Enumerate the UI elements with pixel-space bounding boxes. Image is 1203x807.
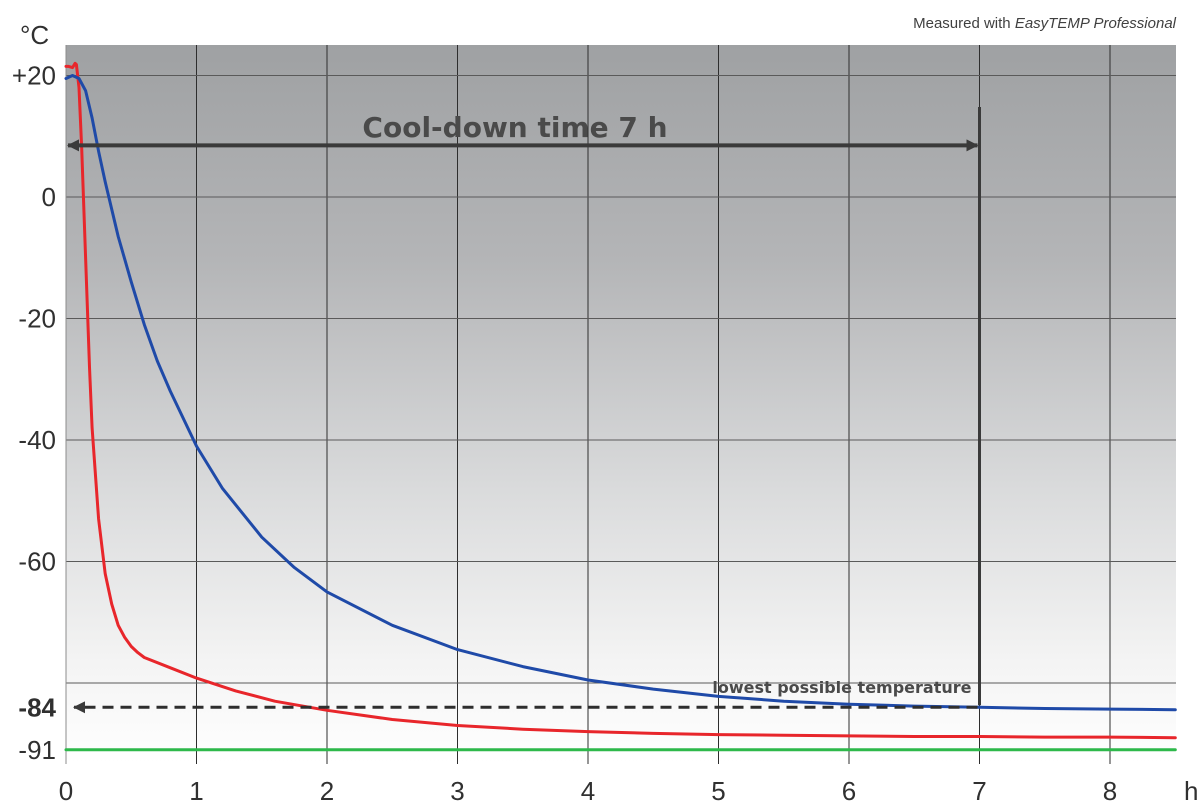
y-unit-label: °C: [20, 20, 49, 50]
x-tick-label-8: 8: [1103, 776, 1117, 806]
cooldown-label: Cool-down time 7 h: [362, 111, 667, 144]
x-tick-label-1: 1: [189, 776, 203, 806]
credit-text: Measured with EasyTEMP Professional: [913, 15, 1177, 32]
y-tick-label-0: 0: [42, 182, 56, 212]
series-line-1: [64, 61, 1177, 740]
x-tick-labels: 0 1 2 3 4 5 6 7 8: [59, 776, 1117, 806]
y-tick-label--84: -84: [18, 692, 56, 722]
x-tick-label-2: 2: [320, 776, 334, 806]
y-tick-label--40: -40: [18, 425, 56, 455]
y-tick-label--20: -20: [18, 304, 56, 334]
y-tick-labels: +20 0 -20 -40 -60 -84 -91: [12, 61, 57, 765]
annotations: Cool-down time 7 h lowest possible temper…: [67, 107, 981, 714]
credit-product: EasyTEMP Professional: [1015, 15, 1177, 32]
credit-prefix: Measured with: [913, 15, 1015, 32]
x-tick-label-5: 5: [711, 776, 725, 806]
y-tick-label--91: -91: [18, 735, 56, 765]
x-tick-label-3: 3: [450, 776, 464, 806]
plot-background: [66, 45, 1176, 764]
y-tick-label--60: -60: [18, 547, 56, 577]
x-tick-label-4: 4: [581, 776, 595, 806]
x-tick-label-0: 0: [59, 776, 73, 806]
y-tick-label-+20: +20: [12, 61, 56, 91]
grid-lines: [65, 45, 1176, 764]
x-tick-label-7: 7: [972, 776, 986, 806]
lowest-temp-label: lowest possible temperature: [712, 678, 971, 697]
x-unit-label: h: [1184, 776, 1198, 806]
x-tick-label-6: 6: [842, 776, 856, 806]
